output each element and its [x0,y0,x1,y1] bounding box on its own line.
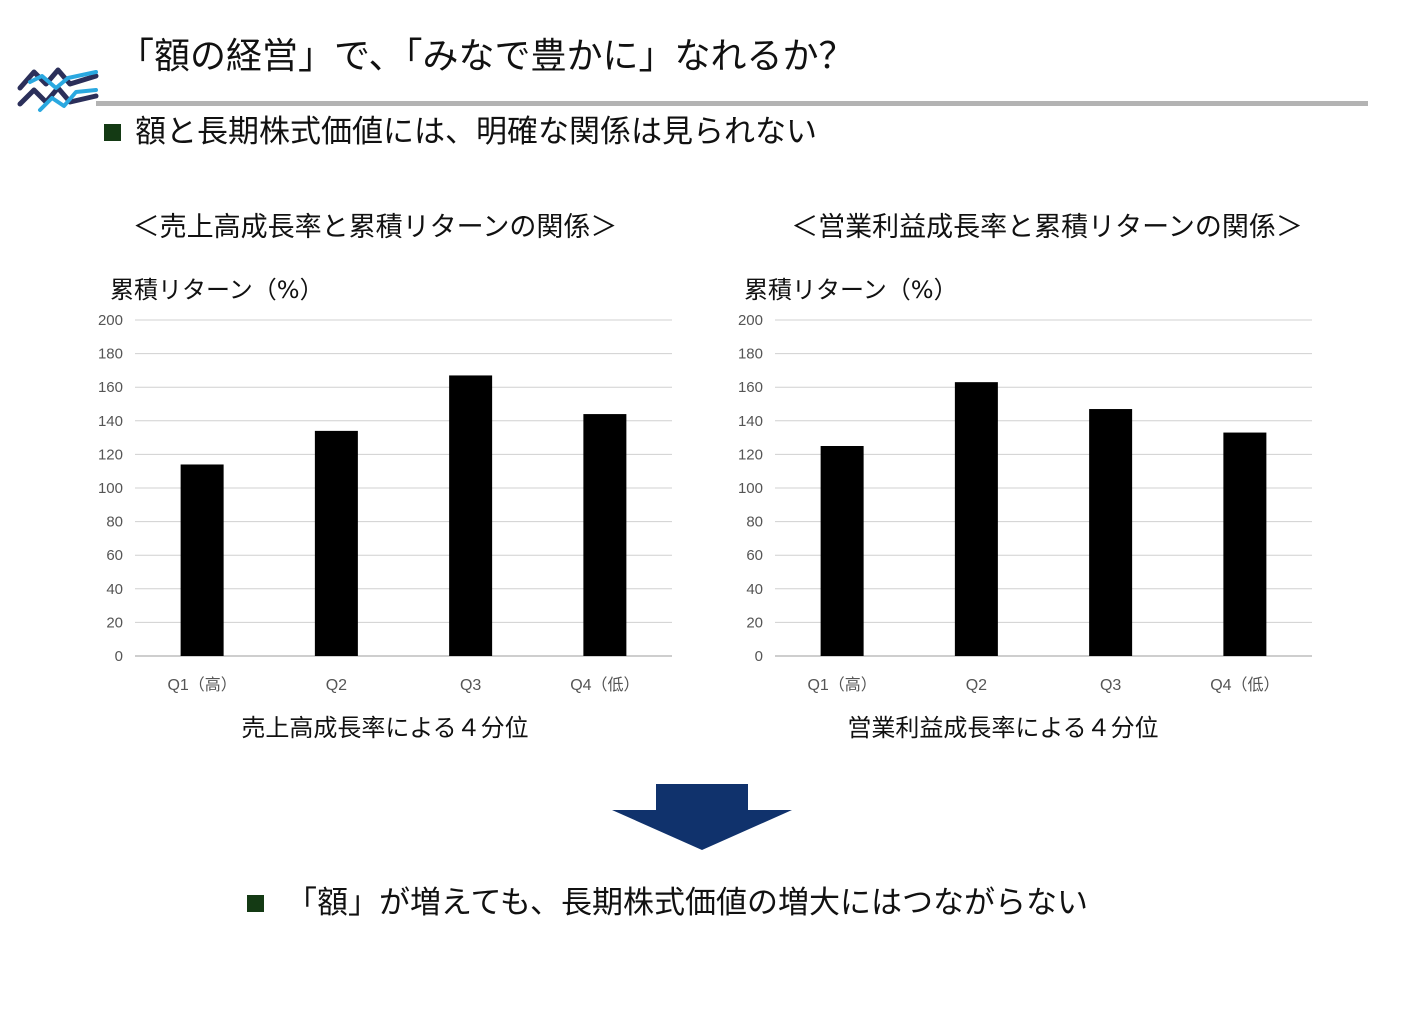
slide-title: 「額の経営」で、「みなで豊かに」なれるか？ [118,36,855,77]
y-tick-label: 40 [746,581,763,598]
y-tick-label: 20 [746,614,763,631]
x-tick-label: Q4（低） [1210,676,1279,694]
bar-Q1（高） [820,446,864,656]
arrow-shape [612,784,792,850]
y-tick-label: 120 [738,446,763,463]
bar-Q4（低） [1223,432,1267,656]
bar-Q2 [314,430,358,656]
y-tick-label: 40 [106,581,123,598]
logo-dark-wave-top [17,67,99,91]
square-bullet-icon [104,123,121,141]
x-tick-label: Q1（高） [167,676,236,694]
bar-plot: 0 20 40 60 80 100 120 140 160 180 200 Q1（高） Q2 Q3 Q4（低… [98,312,672,694]
bar-Q2 [954,382,998,656]
down-arrow-icon [612,784,792,850]
y-tick-label: 140 [738,413,763,430]
y-tick-label: 180 [738,346,763,363]
y-axis-label: 累積リターン（%） [744,276,958,304]
y-tick-label: 0 [115,648,123,665]
bullet-point-2: 「額」が増えても、長期株式価値の増大にはつながらない [247,883,1088,923]
x-tick-label: Q3 [1100,677,1121,694]
chart-title: ＜営業利益成長率と累積リターンの関係＞ [791,212,1303,243]
y-tick-label: 20 [106,614,123,631]
y-tick-label: 200 [98,312,123,329]
logo-light-wave-bottom [38,88,98,112]
y-tick-label: 100 [98,480,123,497]
bar-Q4（低） [583,414,627,656]
square-bullet-icon [247,894,264,912]
y-tick-label: 140 [98,413,123,430]
y-tick-label: 80 [106,514,123,531]
chart-operating-profit-growth: ＜営業利益成長率と累積リターンの関係＞ 累積リターン（%） 0 20 40 60 80 1… [700,200,1350,760]
x-axis-label: 営業利益成長率による４分位 [847,714,1159,742]
chart-sales-growth: ＜売上高成長率と累積リターンの関係＞ 累積リターン（%） 0 20 40 60 80 10… [60,200,710,760]
y-tick-label: 200 [738,312,763,329]
logo-light-wave-top [28,70,98,90]
logo-dark-wave-bottom [17,85,99,107]
y-tick-label: 60 [746,547,763,564]
y-tick-label: 0 [755,648,763,665]
x-tick-label: Q2 [966,677,987,694]
bar-Q1（高） [180,464,224,656]
wave-lines-logo-icon [17,67,99,112]
title-rule [96,101,1368,106]
y-tick-label: 180 [98,346,123,363]
bar-plot: 0 20 40 60 80 100 120 140 160 180 200 Q1（高） Q2 Q3 Q4（低… [738,312,1312,694]
bullet-point-1: 額と長期株式価値には、明確な関係は見られない [104,112,817,152]
x-axis-label: 売上高成長率による４分位 [241,714,529,742]
bar-Q3 [1089,409,1133,656]
chart-title: ＜売上高成長率と累積リターンの関係＞ [132,212,618,243]
x-tick-label: Q2 [326,677,347,694]
y-tick-label: 80 [746,514,763,531]
bar-Q3 [449,375,493,656]
y-tick-label: 120 [98,446,123,463]
bullet-text-2: 「額」が増えても、長期株式価値の増大にはつながらない [286,885,1088,921]
x-tick-label: Q1（高） [807,676,876,694]
x-tick-label: Q4（低） [570,676,639,694]
y-tick-label: 60 [106,547,123,564]
y-axis-label: 累積リターン（%） [110,276,324,304]
y-tick-label: 160 [738,379,763,396]
x-tick-label: Q3 [460,677,481,694]
bullet-text-1: 額と長期株式価値には、明確な関係は見られない [135,114,817,150]
y-tick-label: 100 [738,480,763,497]
y-tick-label: 160 [98,379,123,396]
